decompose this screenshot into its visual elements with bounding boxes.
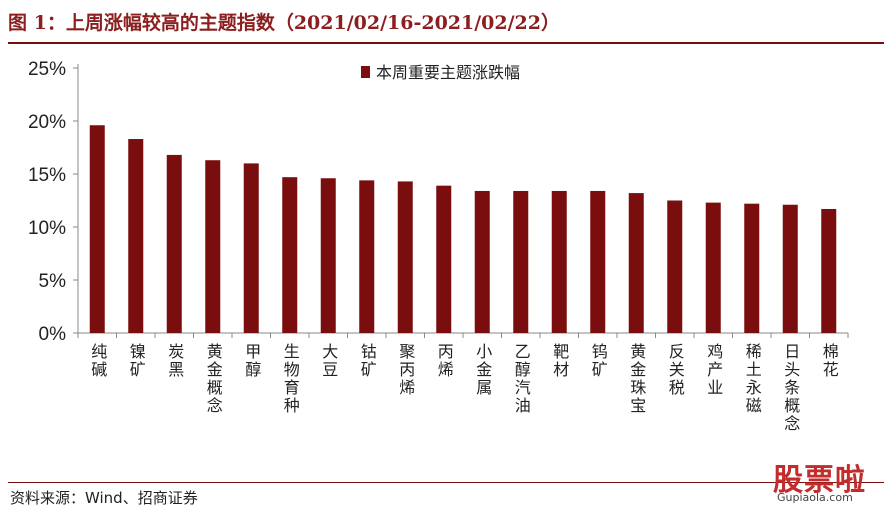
x-tick-label: 聚丙烯 <box>399 342 415 397</box>
bar-8 <box>359 180 375 333</box>
bar-19 <box>782 204 798 333</box>
y-tick-label: 15% <box>28 165 66 186</box>
y-axis: 0% 5% 10% 15% 20% 25% <box>28 59 79 345</box>
x-tick-label: 钴矿 <box>361 342 377 379</box>
x-tick-label: 反关税 <box>669 342 685 397</box>
y-tick-label: 10% <box>28 218 66 239</box>
x-tick-label: 炭黑 <box>168 342 184 379</box>
x-tick-label: 黄金珠宝 <box>630 342 646 415</box>
source-divider <box>8 482 884 483</box>
x-tick-label: 鸡产业 <box>707 342 723 397</box>
bar-2 <box>128 139 144 333</box>
bar-6 <box>282 177 298 333</box>
legend-swatch <box>361 66 370 78</box>
bar-10 <box>436 185 452 333</box>
y-tick-label: 20% <box>28 112 66 133</box>
bar-14 <box>590 190 606 333</box>
x-tick-label: 乙醇汽油 <box>515 342 531 415</box>
x-tick-label: 日头条概念 <box>784 342 800 433</box>
bar-17 <box>705 202 721 333</box>
legend-label: 本周重要主题涨跌幅 <box>376 63 520 82</box>
bar-20 <box>821 208 837 333</box>
x-tick-label: 黄金概念 <box>207 342 223 415</box>
y-tick-label: 5% <box>39 271 67 292</box>
legend: 本周重要主题涨跌幅 <box>361 63 520 82</box>
x-tick-label: 纯碱 <box>91 342 107 379</box>
x-tick-label: 镍矿 <box>130 342 146 379</box>
bar-15 <box>628 193 644 333</box>
watermark: 股票啦 Gupiaola.com <box>773 455 885 507</box>
bar-11 <box>474 190 490 333</box>
x-tick-label: 稀土永磁 <box>746 342 762 415</box>
bar-4 <box>205 160 221 333</box>
bar-13 <box>551 190 567 333</box>
bar-7 <box>320 178 336 333</box>
x-tick-label: 生物育种 <box>284 342 300 415</box>
watermark-logo: 股票啦 <box>773 463 866 498</box>
x-tick-label: 钨矿 <box>592 342 608 379</box>
x-tick-label: 丙烯 <box>438 342 454 379</box>
bar-12 <box>513 190 529 333</box>
x-tick-label: 棉花 <box>823 342 839 379</box>
source-note: 资料来源：Wind、招商证券 <box>10 489 198 507</box>
bar-3 <box>166 154 182 333</box>
x-tick-label: 小金属 <box>476 342 492 397</box>
y-tick-label: 0% <box>39 324 67 345</box>
title-divider <box>8 42 884 44</box>
chart-title: 图 1：上周涨幅较高的主题指数（2021/02/16-2021/02/22） <box>8 12 561 34</box>
y-tick-label: 25% <box>28 59 66 80</box>
bar-9 <box>397 181 413 333</box>
bar-1 <box>89 125 105 334</box>
x-tick-label: 靶材 <box>553 342 569 379</box>
bar-18 <box>744 203 760 333</box>
x-tick-label: 大豆 <box>322 342 338 379</box>
bar-5 <box>243 163 259 333</box>
bar-16 <box>667 200 683 333</box>
watermark-site: Gupiaola.com <box>777 491 853 504</box>
x-tick-label: 甲醇 <box>245 342 261 379</box>
bars <box>77 125 849 338</box>
